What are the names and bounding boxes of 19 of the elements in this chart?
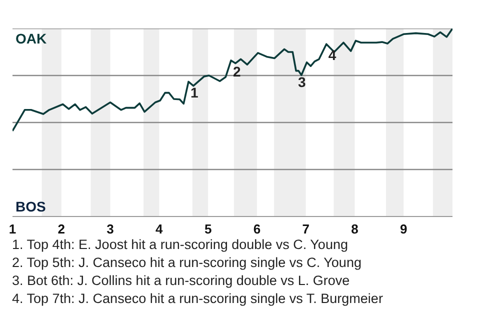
annotation: 1 xyxy=(190,84,198,101)
x-tick-label: 6 xyxy=(253,222,261,236)
text: 1. Top 4th: E. Joost hit a run-scoring double vs C. Young xyxy=(12,237,348,252)
text: 3. Bot 6th: J. Collins hit a run-scoring double vs L. Grove xyxy=(12,273,350,288)
x-tick-label: 9 xyxy=(400,222,408,236)
x-tick-label: 7 xyxy=(302,222,310,236)
annotation: 4 xyxy=(328,47,336,64)
x-tick-label: 1 xyxy=(8,222,16,236)
x-tick-label: 5 xyxy=(204,222,212,236)
text: 4. Top 7th: J. Canseco hit a run-scoring single vs T. Burgmeier xyxy=(12,291,383,306)
x-tick-label: 3 xyxy=(106,222,114,236)
annotation: 3 xyxy=(298,74,306,90)
x-tick-label: 2 xyxy=(58,222,66,236)
annotation: OAK xyxy=(16,30,47,46)
x-tick-label: 8 xyxy=(351,222,358,236)
annotation: BOS xyxy=(16,198,46,214)
annotation: 2 xyxy=(233,63,242,80)
x-tick-label: 4 xyxy=(156,222,164,236)
text: 2. Top 5th: J. Canseco hit a run-scoring single vs C. Young xyxy=(12,255,362,270)
